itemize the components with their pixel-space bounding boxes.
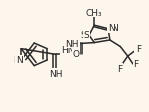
Text: N: N: [111, 24, 118, 33]
Text: O: O: [72, 49, 80, 58]
Text: N: N: [16, 56, 23, 65]
Text: F: F: [136, 45, 141, 54]
Text: F: F: [117, 64, 122, 73]
Text: S: S: [83, 31, 89, 39]
Text: CH₃: CH₃: [86, 9, 103, 17]
Text: NH: NH: [49, 69, 62, 78]
Text: NH: NH: [49, 69, 62, 78]
Text: HN: HN: [61, 46, 74, 55]
Text: F: F: [133, 60, 138, 69]
Text: NH: NH: [66, 39, 79, 48]
Text: F: F: [136, 45, 141, 54]
Text: N: N: [108, 24, 114, 33]
Text: F: F: [117, 64, 122, 73]
Text: CH₃: CH₃: [86, 9, 103, 17]
Text: O: O: [72, 49, 79, 58]
Text: N: N: [13, 56, 20, 65]
Text: S: S: [80, 31, 86, 39]
Text: HN: HN: [61, 46, 74, 55]
Text: F: F: [133, 60, 138, 69]
Text: NH: NH: [66, 39, 79, 48]
